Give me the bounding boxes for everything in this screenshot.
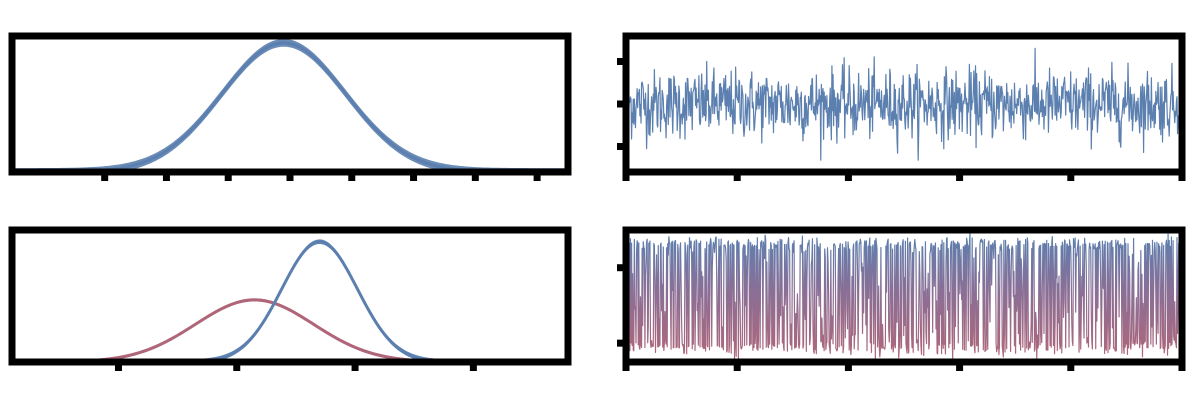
subplot-bottom-left xyxy=(8,226,572,371)
series-band xyxy=(12,298,568,362)
series-band xyxy=(12,239,568,362)
axes-frame xyxy=(8,32,572,176)
series-line xyxy=(12,240,568,362)
subplot-top-right xyxy=(617,32,1186,181)
plot-area xyxy=(626,233,1182,362)
axes-frame xyxy=(8,226,572,366)
axes-frame xyxy=(622,32,1186,176)
series-line xyxy=(12,298,568,362)
plot-area xyxy=(12,38,568,172)
subplot-bottom-right xyxy=(617,226,1186,371)
series-line xyxy=(626,233,1182,362)
plot-area xyxy=(12,239,568,362)
series-line xyxy=(12,41,568,172)
series-line xyxy=(626,47,1182,161)
subplot-top-left xyxy=(8,32,572,181)
series-band xyxy=(12,38,568,172)
axes-frame xyxy=(622,226,1186,366)
plot-area xyxy=(626,47,1182,161)
